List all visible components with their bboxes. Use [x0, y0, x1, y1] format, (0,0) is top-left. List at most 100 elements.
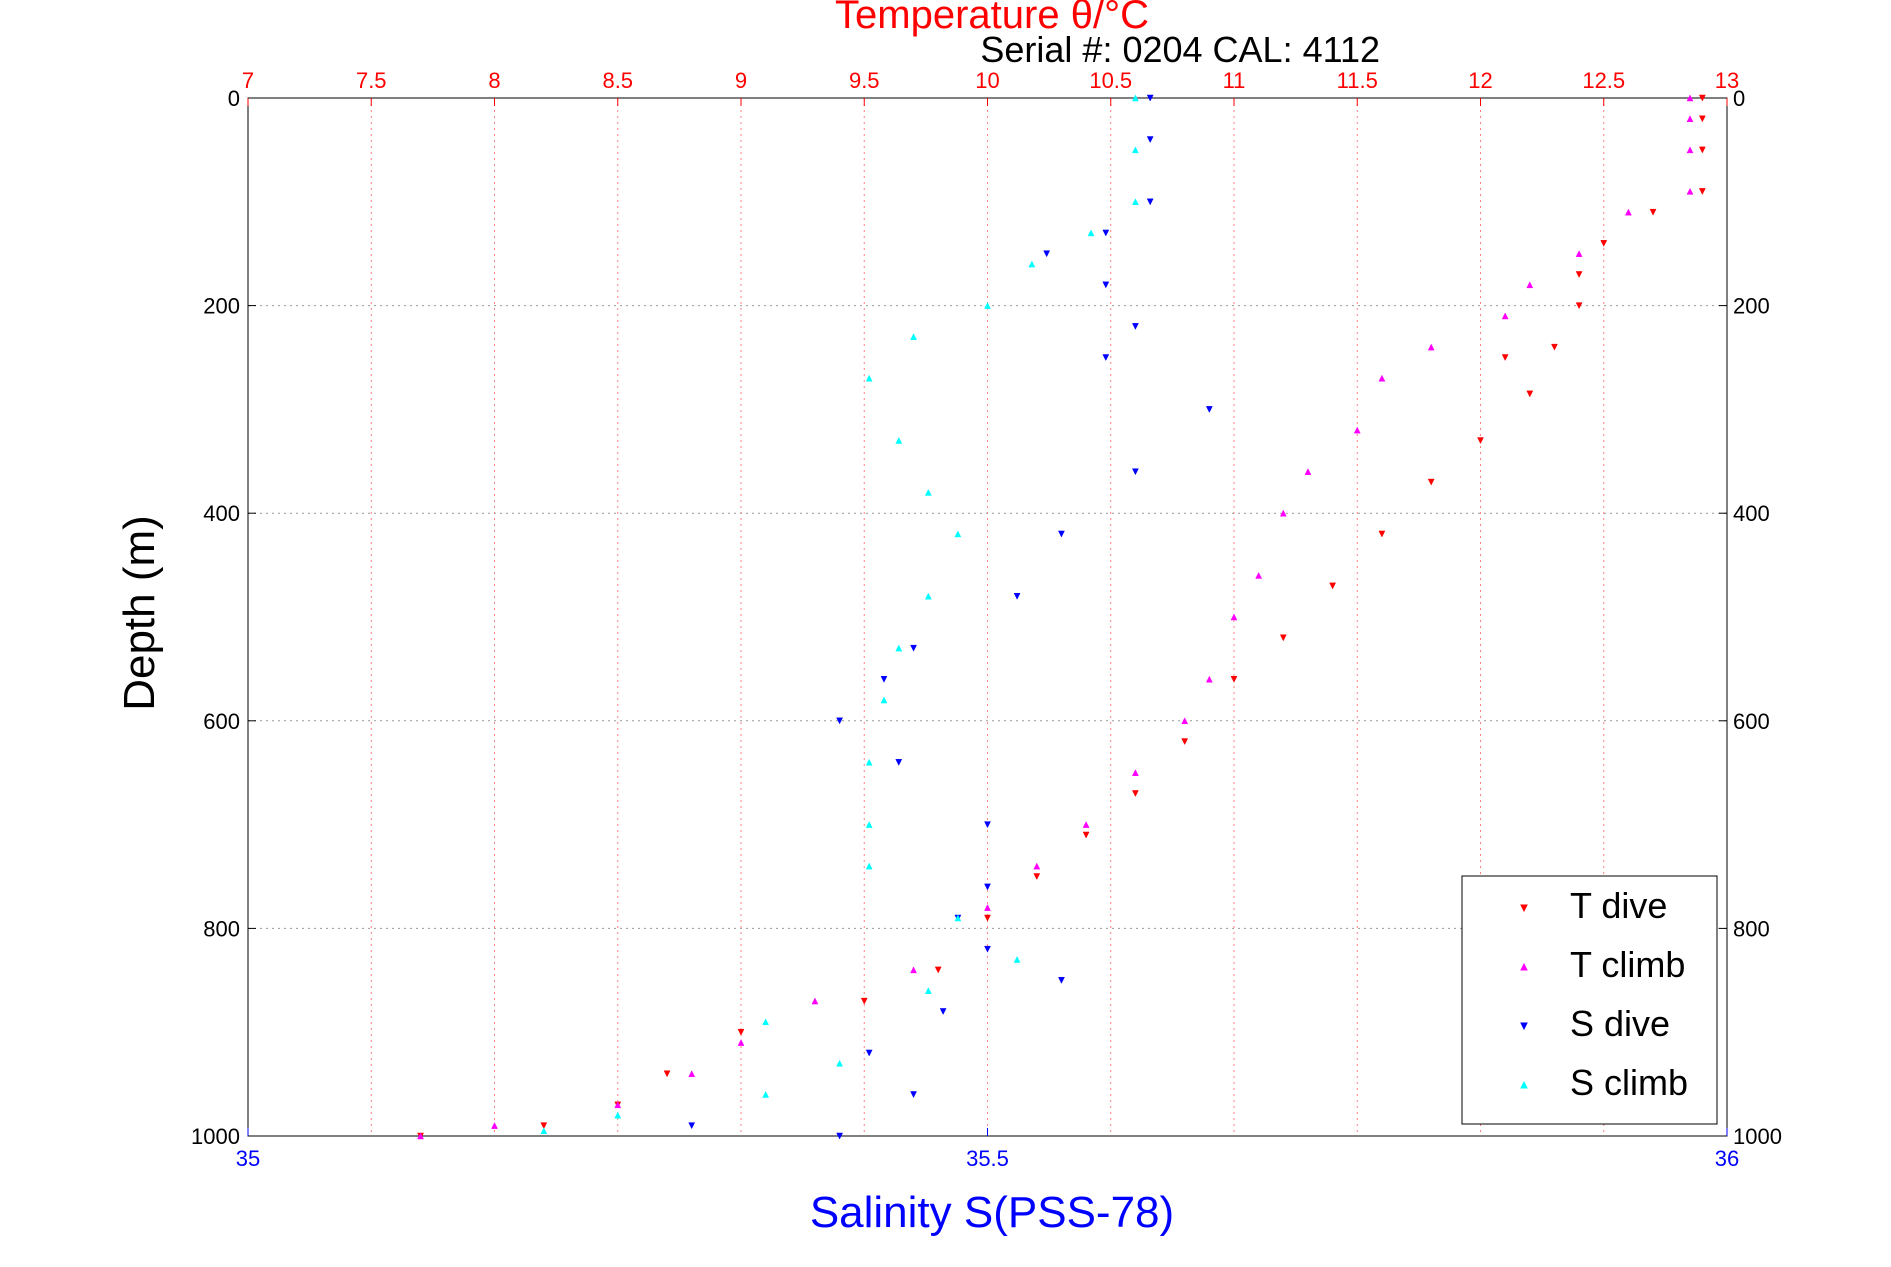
tick-label-depth-left: 800 — [203, 916, 240, 941]
data-point — [737, 1028, 745, 1036]
ticks-layer: 7 7.5 8 8.5 9 9.5 10 10.5 11 11.5 12 12.5 13 35 35.5 36… — [191, 68, 1782, 1171]
data-point — [1033, 873, 1041, 881]
data-point — [910, 644, 917, 652]
data-point — [1230, 613, 1238, 621]
tick-label-temperature: 8 — [488, 68, 500, 93]
legend-label: T climb — [1570, 944, 1685, 985]
data-point — [865, 862, 873, 870]
data-point — [1082, 821, 1090, 828]
tick-label-depth-right: 800 — [1733, 916, 1770, 941]
data-point — [1501, 354, 1509, 362]
tick-label-depth-right: 200 — [1733, 294, 1770, 319]
tick-label-temperature: 11.5 — [1337, 68, 1378, 93]
data-point — [1600, 240, 1608, 247]
data-point — [1087, 229, 1095, 237]
data-point — [1102, 281, 1110, 289]
legend-marker — [1520, 962, 1528, 971]
tick-label-temperature: 9.5 — [849, 68, 880, 93]
tick-label-temperature: 7.5 — [356, 68, 387, 93]
data-point — [1698, 94, 1706, 102]
legend-label: T dive — [1570, 885, 1667, 926]
series-t-climb — [417, 94, 1694, 1140]
tick-label-depth-left: 1000 — [191, 1124, 240, 1149]
data-point — [836, 1132, 844, 1140]
tick-label-depth-right: 400 — [1733, 501, 1770, 526]
data-point — [762, 1090, 770, 1098]
data-point — [1279, 634, 1287, 642]
tick-label-temperature: 11 — [1223, 68, 1246, 93]
data-point — [1102, 229, 1110, 237]
data-point — [1131, 790, 1139, 798]
data-point — [417, 1132, 424, 1140]
data-point — [762, 1018, 770, 1026]
data-point — [663, 1070, 671, 1078]
data-point — [1146, 136, 1154, 144]
data-point — [1686, 187, 1694, 195]
chart-title: Temperature θ/°C — [835, 0, 1149, 37]
legend-box — [1461, 875, 1718, 1125]
data-point — [984, 883, 991, 891]
data-point — [1698, 146, 1706, 154]
tick-label-temperature: 8.5 — [602, 68, 633, 93]
data-point — [1131, 769, 1139, 776]
data-point — [924, 592, 932, 600]
data-point — [1686, 94, 1694, 102]
data-point — [836, 717, 844, 725]
data-point — [984, 945, 991, 953]
data-point — [1353, 426, 1361, 434]
data-point — [895, 759, 903, 766]
data-point — [865, 374, 873, 382]
data-point — [865, 758, 873, 766]
data-point — [540, 1122, 548, 1130]
data-point — [984, 302, 991, 309]
tick-label-temperature: 7 — [242, 68, 254, 93]
data-point — [865, 821, 873, 828]
data-point — [895, 644, 903, 652]
tick-label-salinity: 35 — [236, 1146, 260, 1171]
legend-items: T dive T climb S dive S climb — [1520, 885, 1688, 1103]
data-point — [1526, 390, 1534, 398]
data-point — [614, 1101, 622, 1109]
data-point — [1102, 354, 1110, 362]
data-point — [1575, 302, 1583, 310]
data-point — [1501, 312, 1509, 320]
data-point — [688, 1122, 696, 1130]
data-point — [1624, 208, 1632, 216]
data-point — [1181, 717, 1189, 725]
tick-label-temperature: 9 — [735, 68, 747, 93]
data-point — [1205, 406, 1213, 413]
data-point — [811, 997, 819, 1005]
tick-label-temperature: 12 — [1468, 68, 1492, 93]
series-s-dive — [688, 94, 1213, 1140]
x-axis-label-salinity: Salinity S(PSS-78) — [810, 1188, 1174, 1237]
data-point — [954, 914, 962, 922]
data-point — [1146, 198, 1154, 206]
data-point — [1329, 582, 1337, 590]
legend-label: S climb — [1570, 1062, 1688, 1103]
data-point — [1279, 509, 1287, 517]
data-point — [1131, 94, 1139, 102]
tick-label-temperature: 12.5 — [1582, 68, 1625, 93]
tick-label-depth-left: 600 — [203, 709, 240, 734]
data-point — [910, 333, 917, 340]
legend-label: S dive — [1570, 1003, 1670, 1044]
tick-label-depth-right: 0 — [1733, 86, 1745, 111]
data-point — [836, 1059, 844, 1067]
data-point — [1378, 530, 1386, 538]
data-point — [614, 1111, 622, 1119]
data-point — [895, 436, 903, 444]
data-point — [1013, 955, 1021, 963]
legend-marker — [1520, 1080, 1528, 1089]
data-point — [1230, 676, 1238, 683]
series-s-climb — [540, 94, 1139, 1135]
data-point — [1686, 115, 1694, 123]
data-point — [860, 997, 868, 1005]
tick-label-temperature: 10.5 — [1089, 68, 1132, 93]
data-point — [984, 821, 991, 829]
data-point — [1575, 250, 1583, 257]
data-point — [865, 1049, 873, 1057]
data-point — [1013, 592, 1021, 600]
data-point — [1131, 323, 1139, 330]
